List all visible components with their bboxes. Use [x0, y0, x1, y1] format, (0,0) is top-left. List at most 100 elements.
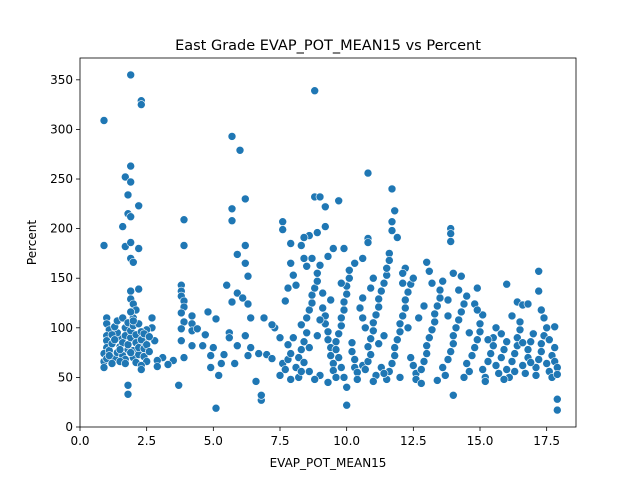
data-point	[456, 271, 466, 281]
data-point	[478, 310, 488, 320]
x-tick-label: 2.5	[137, 434, 156, 448]
data-point	[299, 358, 309, 367]
data-point	[395, 373, 405, 382]
data-point	[395, 327, 405, 337]
data-point	[275, 333, 285, 343]
data-point	[416, 365, 426, 374]
data-point	[456, 307, 466, 317]
data-point	[443, 355, 453, 364]
data-point	[99, 241, 109, 250]
data-point	[424, 333, 434, 343]
data-point	[422, 341, 432, 351]
data-point	[342, 400, 352, 410]
data-point	[347, 338, 357, 348]
data-point	[512, 333, 522, 343]
data-point	[342, 289, 352, 299]
x-tick-label: 5.0	[204, 434, 223, 448]
data-point	[371, 310, 381, 320]
data-point	[241, 258, 250, 268]
data-point	[222, 280, 231, 290]
data-point	[304, 367, 314, 376]
data-point	[536, 347, 546, 356]
data-point	[363, 238, 373, 247]
x-tick-label: 15.0	[467, 434, 494, 448]
data-point	[286, 258, 296, 268]
data-point	[243, 351, 253, 360]
data-point	[379, 369, 389, 378]
y-axis-ticks: 0 50 100 150 200 250 300 350	[50, 73, 80, 434]
data-point	[251, 377, 261, 386]
data-point	[483, 335, 493, 345]
data-point	[206, 363, 215, 372]
data-point	[227, 216, 237, 225]
data-point	[459, 373, 469, 382]
y-tick-label: 150	[50, 271, 73, 285]
data-point	[400, 295, 410, 305]
data-point	[480, 377, 490, 386]
data-point	[542, 359, 552, 368]
data-point	[99, 363, 109, 372]
data-point	[278, 225, 288, 234]
data-point	[145, 347, 154, 356]
data-point	[440, 371, 450, 380]
data-point	[328, 244, 338, 253]
y-tick-label: 0	[65, 420, 73, 434]
data-point	[336, 321, 346, 331]
data-point	[187, 311, 197, 321]
data-point	[534, 355, 544, 364]
x-axis-label: EVAP_POT_MEAN15	[270, 456, 387, 470]
data-point	[366, 350, 376, 359]
data-point	[123, 190, 133, 200]
data-point	[499, 345, 509, 354]
data-point	[414, 313, 424, 323]
data-point	[368, 273, 378, 283]
data-point	[366, 283, 376, 293]
data-point	[478, 365, 488, 374]
data-point	[267, 354, 277, 363]
data-point	[331, 373, 341, 382]
data-point	[134, 201, 143, 211]
data-point	[502, 365, 512, 374]
data-point	[246, 343, 255, 352]
data-point	[299, 254, 309, 263]
data-point	[318, 303, 328, 313]
data-point	[502, 279, 512, 289]
data-point	[366, 334, 376, 344]
data-point	[323, 335, 333, 345]
data-point	[233, 288, 242, 298]
data-point	[310, 86, 320, 95]
data-point	[203, 307, 213, 317]
data-point	[342, 382, 352, 392]
data-point	[392, 335, 402, 345]
data-point	[515, 317, 525, 327]
data-point	[280, 296, 290, 306]
data-point	[507, 357, 517, 366]
data-point	[552, 370, 562, 379]
data-point	[352, 375, 362, 384]
data-point	[518, 338, 528, 348]
data-point	[283, 283, 293, 293]
data-point	[219, 350, 229, 359]
data-point	[310, 375, 320, 384]
data-point	[227, 204, 237, 214]
data-point	[315, 260, 325, 270]
data-point	[542, 323, 552, 333]
data-point	[526, 337, 536, 347]
data-point	[296, 367, 306, 376]
data-point	[241, 241, 250, 250]
data-point	[153, 362, 162, 371]
data-point	[390, 351, 400, 360]
data-point	[344, 273, 354, 283]
data-point	[446, 347, 456, 356]
y-tick-label: 300	[50, 122, 73, 136]
data-point	[360, 323, 370, 333]
data-point	[211, 403, 221, 413]
data-point	[494, 369, 504, 378]
data-point	[350, 258, 360, 268]
data-point	[326, 295, 336, 305]
data-point	[334, 329, 344, 339]
data-point	[552, 394, 562, 404]
data-point	[145, 332, 154, 342]
data-point	[227, 297, 237, 307]
data-point	[233, 341, 242, 351]
